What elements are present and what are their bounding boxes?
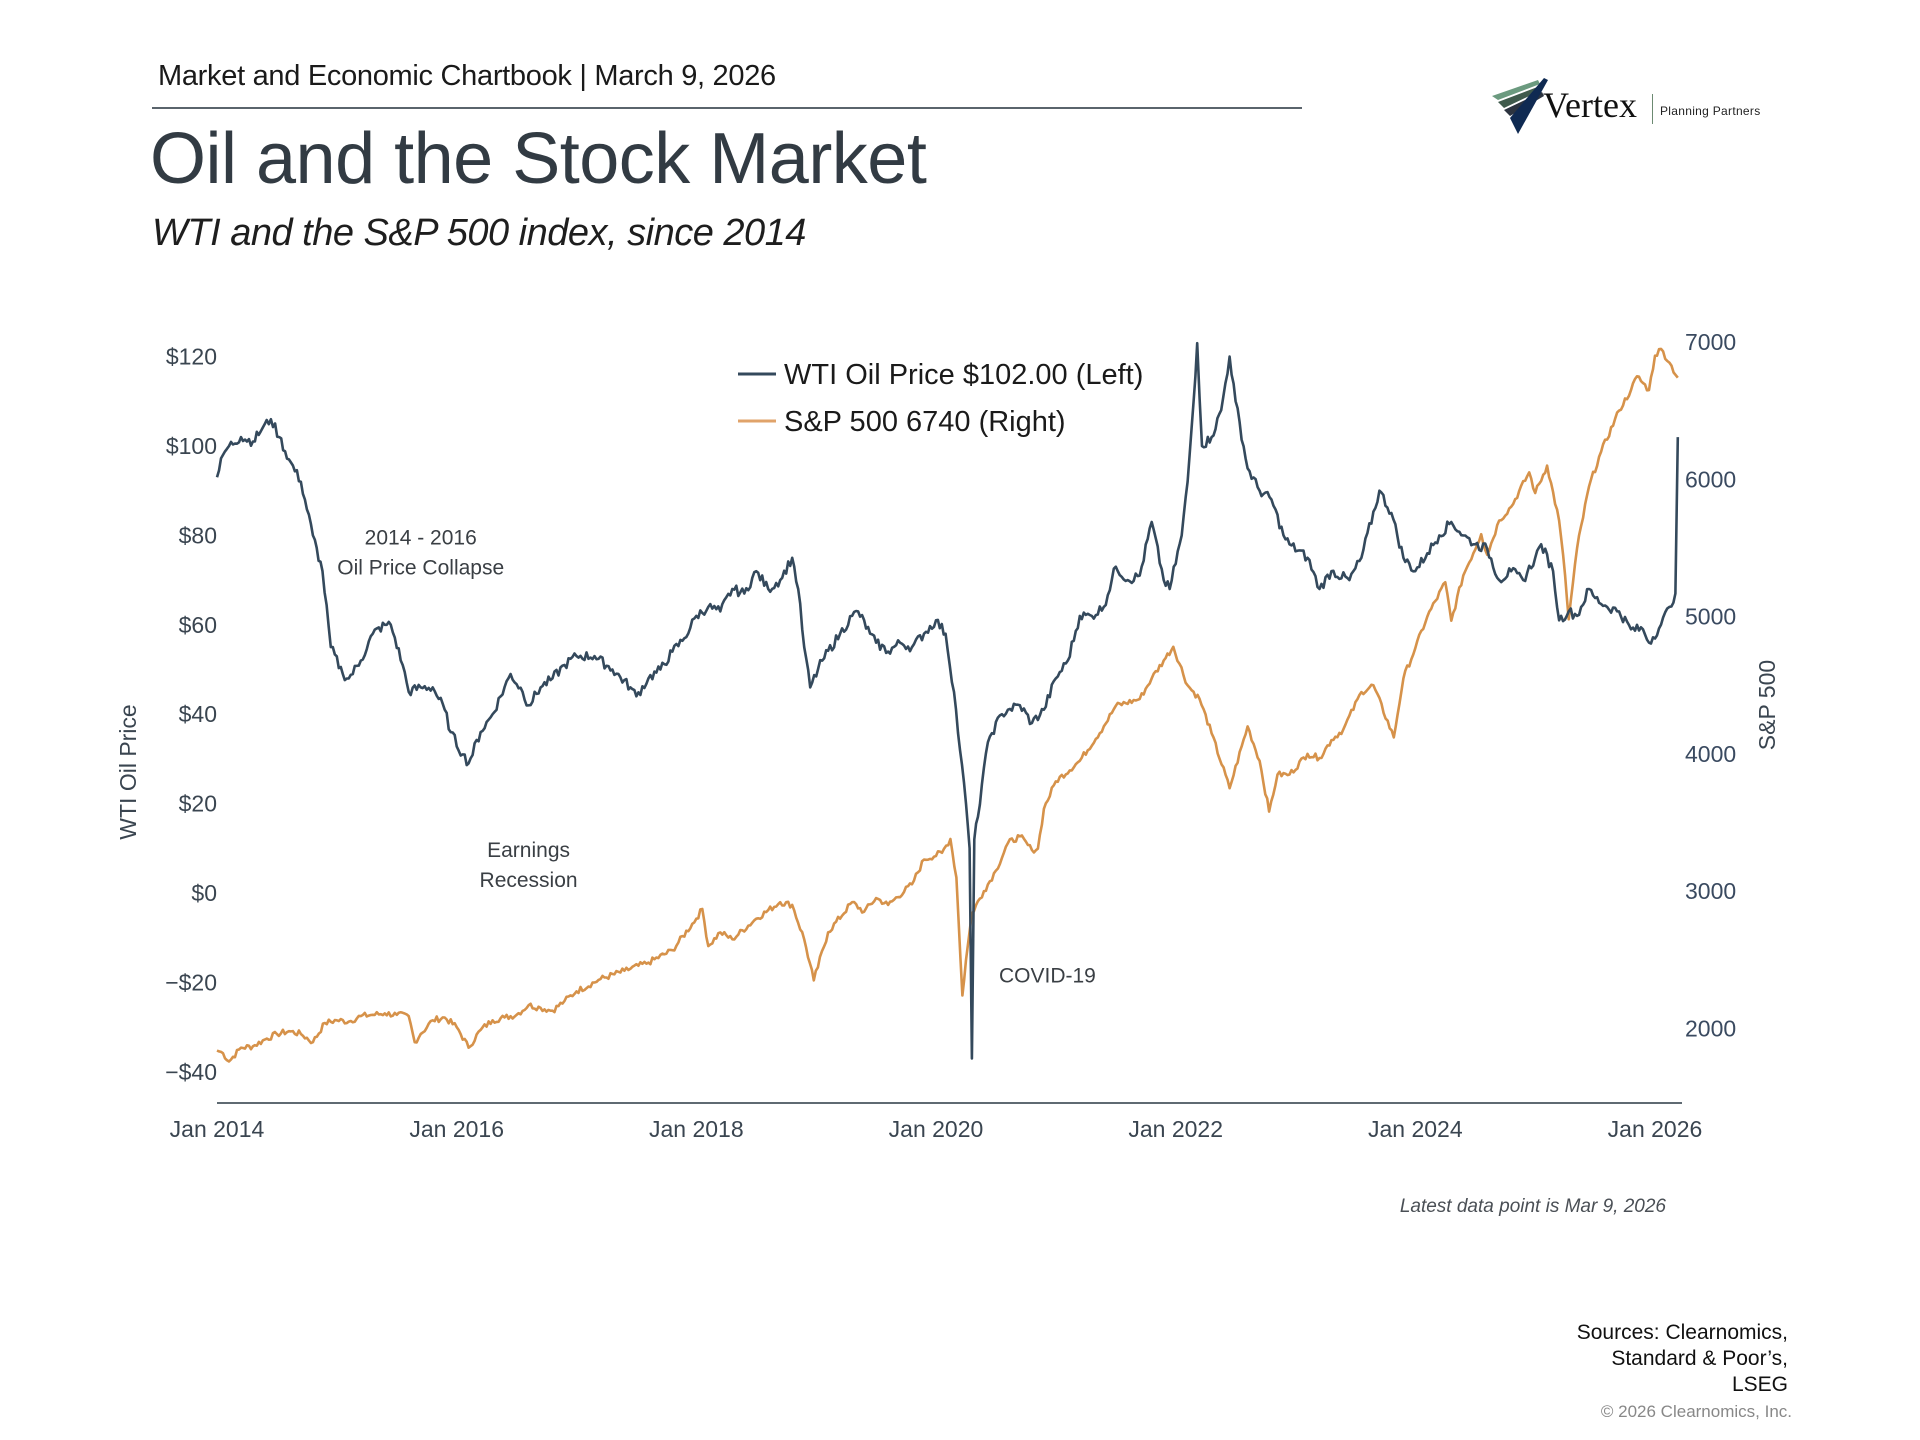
x-tick-label: Jan 2016 — [409, 1116, 504, 1142]
vertex-logo-icon — [1492, 78, 1548, 134]
y-right-tick-label: 7000 — [1685, 329, 1736, 355]
y-left-tick-label: $80 — [179, 522, 217, 548]
x-tick-label: Jan 2020 — [889, 1116, 984, 1142]
x-tick-label: Jan 2014 — [170, 1116, 265, 1142]
logo-stripe-2 — [1498, 86, 1542, 108]
y-right-tick-label: 6000 — [1685, 466, 1736, 492]
sources-line: Sources: Clearnomics, — [1576, 1321, 1788, 1344]
logo-divider — [1652, 94, 1653, 124]
logo-stripe-1 — [1492, 80, 1540, 100]
y-right-tick-label: 3000 — [1685, 878, 1736, 904]
y-left-tick-label: −$40 — [165, 1059, 217, 1085]
x-tick-label: Jan 2022 — [1128, 1116, 1223, 1142]
header-divider — [152, 107, 1302, 109]
x-tick-label: Jan 2018 — [649, 1116, 744, 1142]
y-left-tick-label: −$20 — [165, 969, 217, 995]
chartbook-header: Market and Economic Chartbook | March 9,… — [158, 60, 776, 92]
y-left-tick-label: $100 — [166, 433, 217, 459]
y-left-tick-label: $20 — [179, 791, 217, 817]
y-left-tick-label: $120 — [166, 344, 217, 370]
y-right-tick-label: 2000 — [1685, 1016, 1736, 1042]
y-left-tick-label: $60 — [179, 612, 217, 638]
latest-data-note: Latest data point is Mar 9, 2026 — [1399, 1196, 1666, 1217]
wti-oil-price-line — [215, 341, 1680, 1060]
page-title: Oil and the Stock Market — [150, 119, 927, 199]
y-axis-left-title: WTI Oil Price — [115, 704, 141, 839]
page-subtitle: WTI and the S&P 500 index, since 2014 — [152, 212, 806, 254]
chart-annotation: COVID-19 — [999, 964, 1096, 987]
x-tick-label: Jan 2026 — [1608, 1116, 1703, 1142]
y-axis-right-title: S&P 500 — [1754, 660, 1780, 750]
copyright: © 2026 Clearnomics, Inc. — [1600, 1402, 1792, 1421]
logo-stripe-4 — [1510, 78, 1548, 134]
sources-note: Sources: Clearnomics, Standard & Poor’s,… — [1577, 1320, 1788, 1398]
chart-annotation: Oil Price Collapse — [337, 556, 504, 579]
legend-label-sp: S&P 500 6740 (Right) — [784, 406, 1066, 438]
chart-annotation: Earnings — [487, 839, 570, 862]
sp500-line — [216, 347, 1679, 1063]
legend-label-wti: WTI Oil Price $102.00 (Left) — [784, 359, 1143, 391]
chart-annotation: Recession — [480, 869, 578, 892]
chart-annotation: 2014 - 2016 — [365, 526, 477, 549]
y-left-tick-label: $0 — [191, 880, 217, 906]
logo-wordmark: Vertex — [1543, 85, 1637, 125]
y-right-tick-label: 5000 — [1685, 604, 1736, 630]
sources-line: LSEG — [1731, 1373, 1788, 1396]
y-right-tick-label: 4000 — [1685, 741, 1736, 767]
logo-tagline: Planning Partners — [1660, 104, 1761, 118]
x-tick-label: Jan 2024 — [1368, 1116, 1463, 1142]
sources-line: Standard & Poor’s, — [1611, 1347, 1788, 1370]
y-left-tick-label: $40 — [179, 701, 217, 727]
